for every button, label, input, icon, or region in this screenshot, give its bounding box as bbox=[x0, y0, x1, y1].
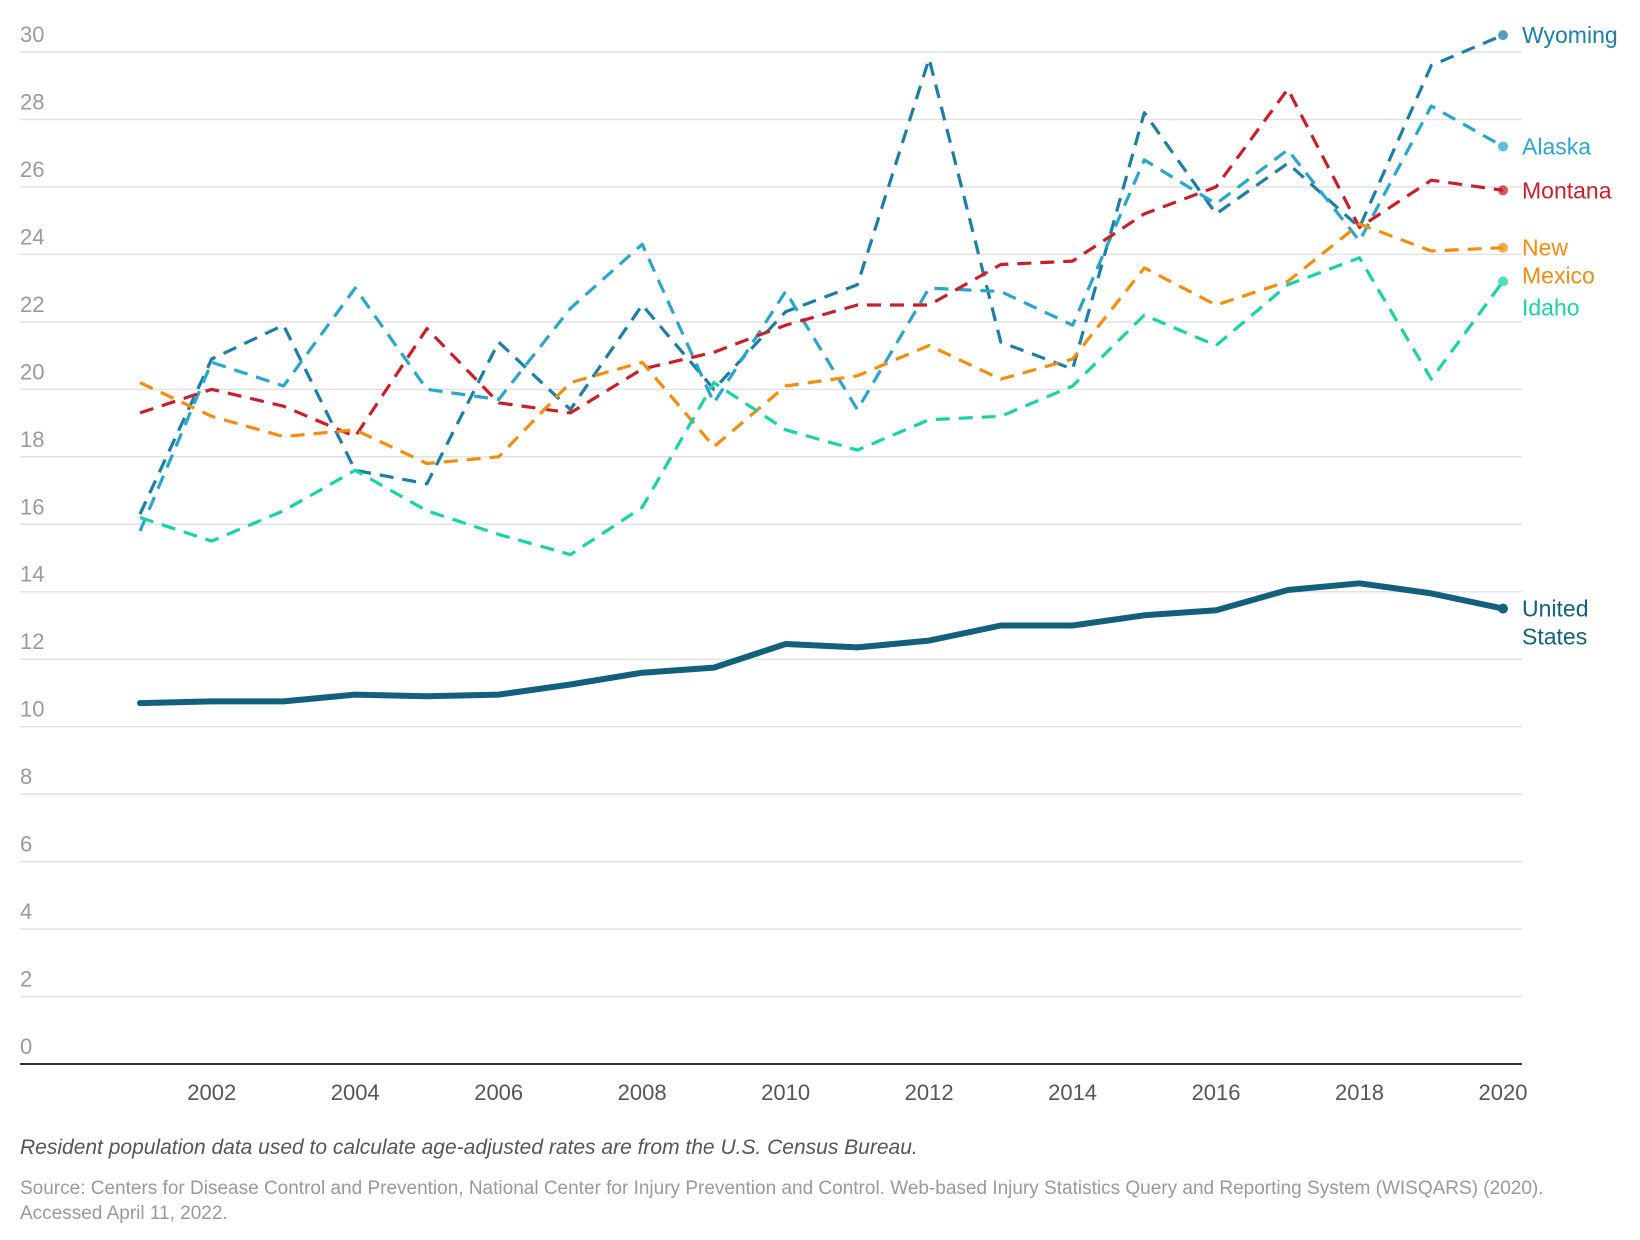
series-label-united-states: United States bbox=[1522, 596, 1588, 650]
series-line-new-mexico bbox=[139, 222, 1504, 466]
series-line-montana bbox=[139, 87, 1504, 439]
x-tick-label: 2018 bbox=[1335, 1080, 1384, 1105]
y-tick-label: 18 bbox=[20, 427, 44, 452]
y-tick-label: 8 bbox=[20, 764, 32, 789]
y-tick-label: 16 bbox=[20, 494, 44, 519]
y-tick-label: 2 bbox=[20, 967, 32, 992]
series-label-montana: Montana bbox=[1522, 177, 1612, 203]
x-tick-label: 2006 bbox=[474, 1080, 523, 1105]
y-tick-label: 30 bbox=[20, 22, 44, 47]
series-label-new-mexico: New Mexico bbox=[1522, 235, 1595, 289]
y-tick-label: 6 bbox=[20, 832, 32, 857]
y-tick-label: 4 bbox=[20, 899, 32, 924]
x-tick-label: 2002 bbox=[187, 1080, 236, 1105]
series-lines bbox=[137, 30, 1508, 707]
y-tick-label: 22 bbox=[20, 292, 44, 317]
x-tick-label: 2012 bbox=[905, 1080, 954, 1105]
x-tick-label: 2020 bbox=[1479, 1080, 1528, 1105]
x-tick-label: 2008 bbox=[618, 1080, 667, 1105]
x-tick-label: 2004 bbox=[331, 1080, 380, 1105]
series-label-wyoming: Wyoming bbox=[1522, 22, 1618, 48]
series-label-alaska: Alaska bbox=[1522, 133, 1591, 159]
series-line-wyoming bbox=[138, 33, 1504, 515]
end-point-montana bbox=[1498, 185, 1508, 196]
y-tick-label: 26 bbox=[20, 157, 44, 182]
source-note: Source: Centers for Disease Control and … bbox=[20, 1178, 1544, 1224]
series-line-idaho bbox=[139, 256, 1505, 557]
x-tick-label: 2014 bbox=[1048, 1080, 1097, 1105]
end-point-wyoming bbox=[1498, 30, 1508, 41]
x-tick-label: 2016 bbox=[1192, 1080, 1241, 1105]
series-label-idaho: Idaho bbox=[1522, 294, 1580, 320]
y-tick-label: 12 bbox=[20, 629, 44, 654]
gridlines bbox=[20, 51, 1522, 998]
series-line-alaska bbox=[138, 104, 1504, 532]
y-tick-label: 0 bbox=[20, 1034, 32, 1059]
end-point-alaska bbox=[1498, 141, 1508, 152]
end-point-new-mexico bbox=[1498, 242, 1508, 253]
y-tick-label: 10 bbox=[20, 697, 44, 722]
end-point-united-states bbox=[1498, 603, 1508, 614]
y-tick-label: 14 bbox=[20, 562, 44, 587]
x-tick-label: 2010 bbox=[761, 1080, 810, 1105]
y-tick-label: 20 bbox=[20, 359, 44, 384]
series-labels: Wyoming Alaska Montana New Mexico Idaho United… bbox=[1522, 22, 1618, 649]
x-axis-ticks: 2002 2004 2006 2008 2010 2012 2014 2016 2018 2020 bbox=[187, 1080, 1527, 1105]
footnote: Resident population data used to calcula… bbox=[20, 1136, 918, 1159]
y-tick-label: 28 bbox=[20, 89, 44, 114]
y-tick-label: 24 bbox=[20, 224, 44, 249]
series-line-united-states bbox=[137, 580, 1506, 707]
end-point-idaho bbox=[1498, 276, 1508, 287]
